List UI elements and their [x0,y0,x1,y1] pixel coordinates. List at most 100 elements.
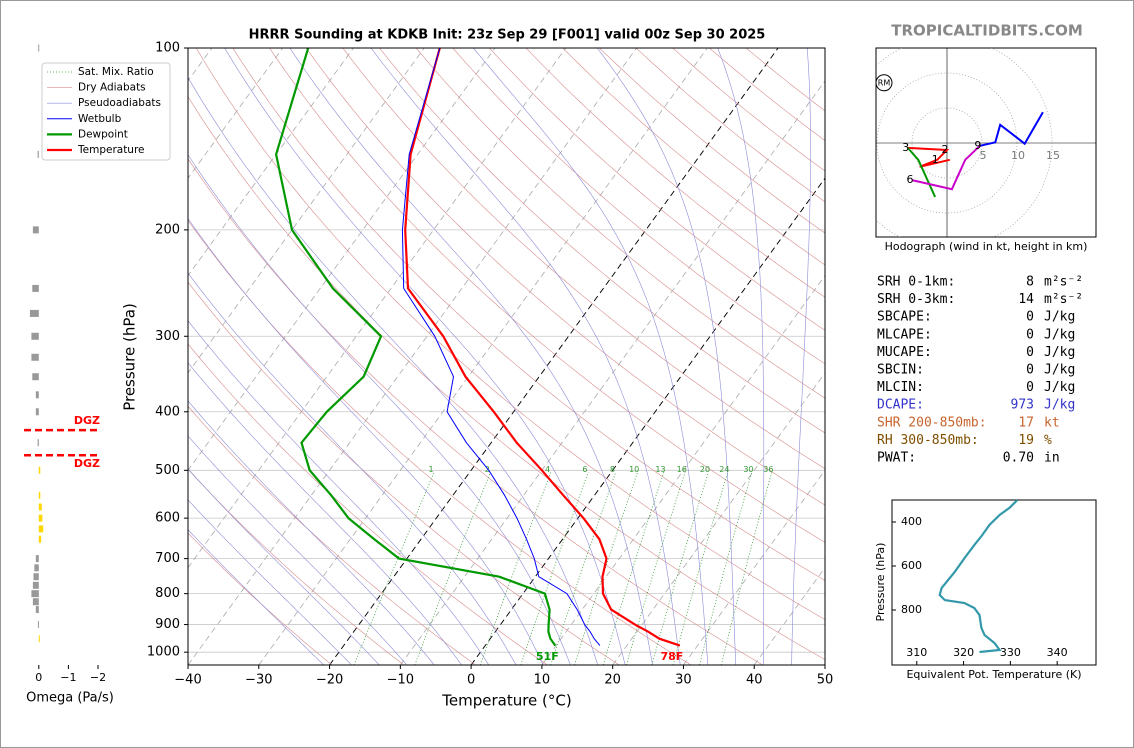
dry-adiabat [379,48,825,434]
dry-adiabat [452,48,825,365]
dry-adiabat [562,48,825,266]
omega-bar [32,581,39,589]
hodo-height-label: 1 [932,153,939,166]
hodo-height-label: 2 [942,143,949,156]
omega-bar [38,491,41,499]
hodograph-plot: 5101512369RMLM [876,48,1096,237]
index-value: 0 [1026,327,1034,342]
mixing-ratio-label: 4 [545,465,550,474]
site-brand: TROPICALTIDBITS.COM [891,22,1083,40]
index-value: 0 [1026,345,1034,360]
omega-bar [31,332,39,340]
omega-bar [38,514,43,522]
index-label: MUCAPE: [877,345,932,360]
thetae-y-tick-label: 800 [901,603,922,616]
hodo-ring-label: 10 [1011,149,1025,162]
thetae-plot [938,500,1019,654]
x-tick-label: 20 [604,673,621,688]
surface-label: 51F [536,650,559,663]
hodo-ring-label: 5 [980,149,987,162]
skewt-background: 1 2 4 6 8 10 13 16 20 24 30 36 [188,48,825,665]
omega-tick-label: −1 [60,671,76,684]
isotherm [258,48,708,665]
pseudoadiabat [188,320,490,665]
pseudoadiabat [188,529,324,665]
highlight-isotherm [329,48,779,665]
index-value: 973 [1011,398,1034,413]
isotherm [188,48,354,277]
omega-bar [35,391,39,399]
thetae-box [891,499,1097,666]
chart-title: HRRR Sounding at KDKB Init: 23z Sep 29 [… [249,28,766,43]
index-value: 8 [1026,275,1034,290]
index-value: 0 [1026,310,1034,325]
mixing-ratio-line [651,472,709,665]
thetae-x-tick-label: 310 [906,646,927,659]
dry-adiabat [188,219,692,665]
hodo-ring [876,48,1053,237]
omega-bar [38,503,42,511]
pseudoadiabat [717,48,765,665]
x-tick-label: 50 [817,673,834,688]
index-unit: in [1044,451,1060,466]
y-tick-label: 900 [155,617,180,632]
thetae-y-tick-label: 600 [901,559,922,572]
index-label: SHR 200-850mb: [877,415,987,430]
y-tick-label: 400 [155,404,180,419]
x-tick-label: 10 [534,673,551,688]
y-tick-label: 1000 [147,645,180,660]
index-label: PWAT: [877,451,916,466]
y-tick-label: 200 [155,222,180,237]
index-unit: J/kg [1044,345,1075,360]
index-unit: J/kg [1044,310,1075,325]
omega-bar [35,555,39,563]
isotherm [541,274,825,665]
dry-adiabat [415,48,825,399]
legend: Sat. Mix. Ratio Dry Adiabats Pseudoadiabat… [41,62,171,161]
omega-bar [33,573,39,581]
dry-adiabat [188,281,620,665]
x-tick-label: −30 [245,673,272,688]
storm-motion-label: RM [878,78,891,87]
x-tick-label: 40 [746,673,763,688]
omega-bar [35,606,39,614]
mixing-ratio-label: 10 [629,465,639,474]
pseudoadiabat [473,48,709,665]
isotherm [188,48,496,471]
omega-axis-label: Omega (Pa/s) [26,691,114,706]
omega-bar [38,44,40,52]
pseudoadiabat [188,499,352,665]
mixing-ratio-line [672,472,729,665]
omega-bar [29,309,39,317]
index-unit: J/kg [1044,398,1075,413]
isotherm [400,80,825,665]
mixing-ratio-line [626,472,686,665]
thetae-line [938,500,1019,654]
index-unit: kt [1044,415,1060,430]
index-label: MLCAPE: [877,327,932,342]
storm-motion-marker [876,74,893,92]
omega-bar [38,466,41,474]
index-value: 19 [1018,433,1034,448]
index-value: 0.70 [1003,451,1034,466]
omega-bar [34,564,39,572]
dry-adiabat [188,532,333,665]
x-tick-label: 30 [675,673,692,688]
index-label: DCAPE: [877,398,924,413]
mixing-ratio-line [550,472,617,665]
pseudoadiabat [188,435,408,665]
x-axis-label: Temperature (°C) [441,692,571,710]
y-tick-label: 800 [155,586,180,601]
pseudoadiabat [791,48,811,665]
hodo-trace [979,111,1044,147]
mixing-ratio-line [520,472,589,665]
y-tick-label: 600 [155,511,180,526]
pseudoadiabat [188,154,571,665]
mixing-ratio-label: 24 [719,465,729,474]
thetae-x-label: Equivalent Pot. Temperature (K) [906,668,1081,681]
legend-label: Dry Adiabats [78,82,146,94]
y-tick-label: 300 [155,329,180,344]
profiles [274,48,681,647]
index-label: SRH 0-1km: [877,275,955,290]
